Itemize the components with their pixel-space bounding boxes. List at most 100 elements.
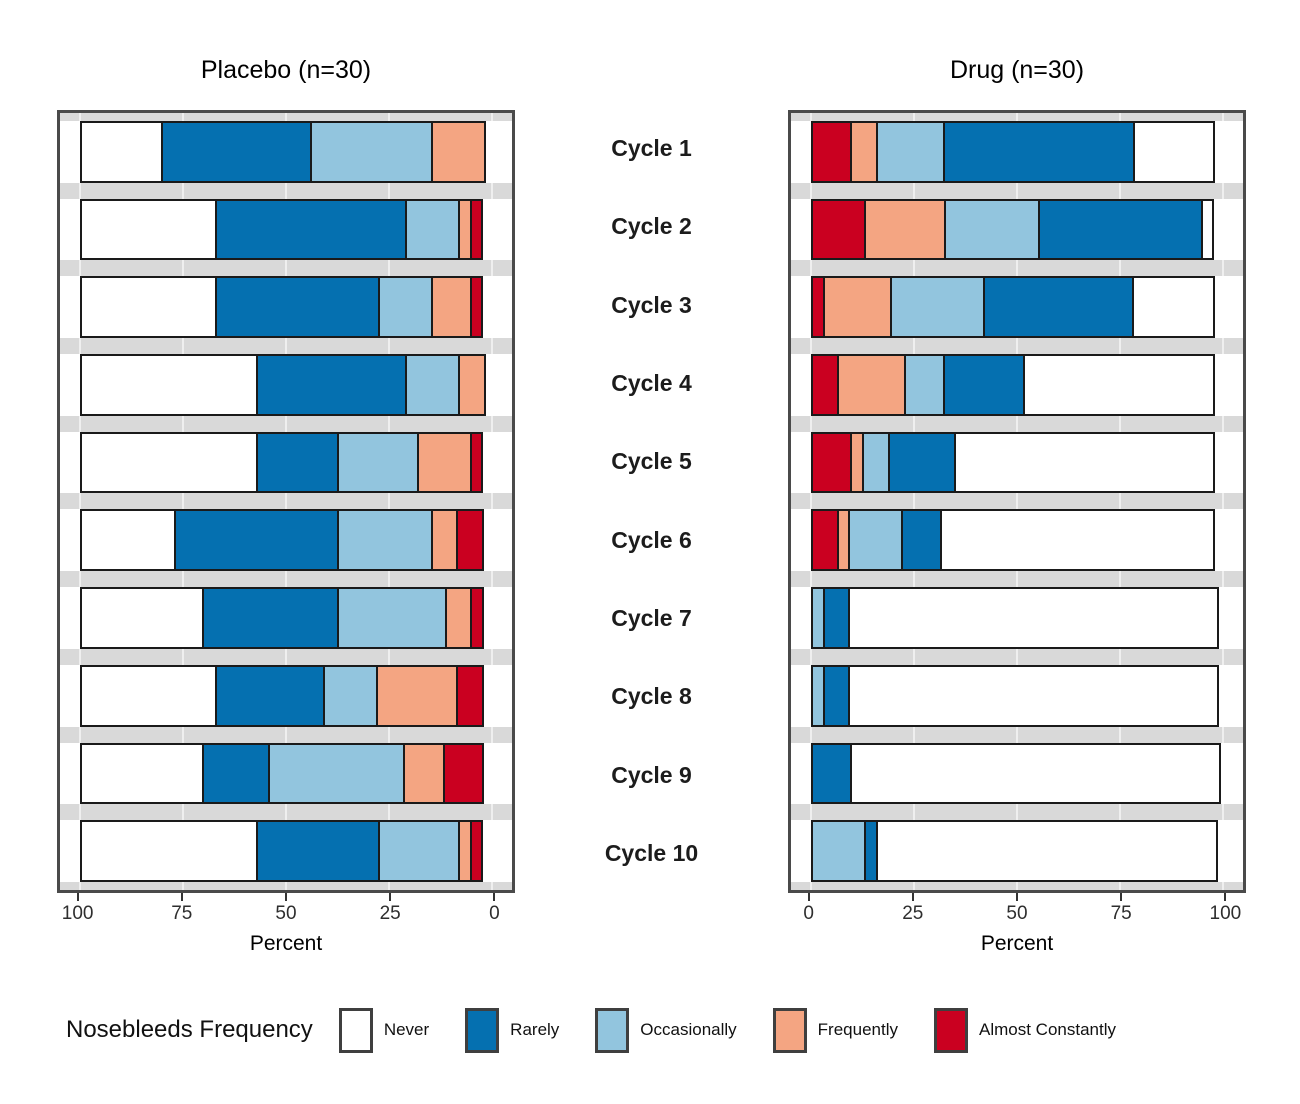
- gridline: [285, 113, 287, 890]
- bar-segment-occasionally: [944, 198, 1041, 261]
- axis-tick-label: 100: [61, 903, 94, 924]
- bar-segment-occasionally: [862, 431, 890, 494]
- axis-tick: [1120, 893, 1123, 901]
- bar-track: [791, 742, 1243, 805]
- bar-segment-frequently: [458, 354, 486, 416]
- cycle-label: Cycle 8: [611, 683, 692, 710]
- axis-tick: [493, 893, 496, 901]
- axis-tick: [1016, 893, 1018, 901]
- bar-segment-frequently: [430, 121, 486, 183]
- gridline: [913, 113, 916, 890]
- cycle-label: Cycle 1: [611, 135, 692, 162]
- bar-row: [60, 113, 512, 191]
- bar-segment-rarely: [201, 742, 271, 805]
- bar-segment-almost-constantly: [811, 509, 839, 572]
- bar-segment-occasionally: [405, 198, 461, 261]
- bar-segment-rarely: [215, 664, 326, 727]
- bar-segment-rarely: [942, 354, 1025, 416]
- bar-row: [60, 346, 512, 424]
- gridline: [1016, 113, 1018, 890]
- stacked-bar-cycle-6: [80, 509, 491, 572]
- bar-row: [60, 268, 512, 346]
- bar-track: [791, 121, 1243, 183]
- bar-row: [60, 579, 512, 657]
- legend-item-almost-constantly: Almost Constantly: [934, 1007, 1116, 1053]
- bar-segment-almost-constantly: [456, 509, 484, 572]
- bar-track: [791, 431, 1243, 494]
- legend: Nosebleeds Frequency Never Rarely Occasion…: [0, 998, 1300, 1062]
- stacked-bar-cycle-4: [811, 354, 1222, 416]
- axis-tick-label: 50: [1006, 903, 1028, 924]
- bar-segment-rarely: [901, 509, 943, 572]
- bar-segment-rarely: [811, 742, 853, 805]
- bar-segment-rarely: [215, 198, 408, 261]
- placebo-gridlines: [79, 113, 493, 890]
- bar-segment-never: [1200, 198, 1215, 261]
- gridline: [1118, 113, 1121, 890]
- bar-track: [60, 509, 512, 572]
- drug-x-axis-label: Percent: [980, 932, 1054, 955]
- legend-label: Rarely: [510, 1020, 560, 1039]
- stacked-bar-cycle-7: [80, 587, 491, 649]
- cycle-label: Cycle 5: [611, 448, 692, 475]
- bar-track: [60, 820, 512, 882]
- bar-segment-occasionally: [336, 587, 447, 649]
- legend-swatch: [595, 1007, 630, 1053]
- stacked-bar-cycle-3: [80, 276, 491, 339]
- axis-tick: [285, 893, 287, 901]
- drug-panel: [788, 110, 1246, 893]
- axis-tick: [76, 893, 79, 901]
- bar-segment-rarely: [201, 587, 339, 649]
- bar-segment-frequently: [430, 276, 472, 339]
- bar-segment-never: [80, 509, 177, 572]
- legend-item-occasionally: Occasionally: [595, 1007, 737, 1053]
- bar-segment-occasionally: [811, 820, 867, 882]
- axis-tick-label: 50: [275, 903, 297, 924]
- bar-segment-rarely: [887, 431, 957, 494]
- stacked-bar-cycle-3: [811, 276, 1222, 339]
- axis-tick-label: 25: [379, 903, 401, 924]
- axis-tick: [180, 893, 183, 901]
- legend-item-frequently: Frequently: [772, 1007, 898, 1053]
- bar-segment-almost-constantly: [470, 587, 484, 649]
- bar-row: [791, 735, 1243, 813]
- drug-x-axis: 0 25 50 75 100: [788, 893, 1246, 933]
- bar-segment-never: [1022, 354, 1216, 416]
- bar-segment-rarely: [174, 509, 339, 572]
- bar-segment-occasionally: [309, 121, 433, 183]
- bar-row: [60, 657, 512, 735]
- bar-segment-almost-constantly: [811, 354, 839, 416]
- stacked-bar-cycle-7: [811, 587, 1222, 649]
- bar-track: [60, 431, 512, 494]
- gridline: [79, 113, 82, 890]
- bar-segment-almost-constantly: [456, 664, 484, 727]
- legend-item-rarely: Rarely: [465, 1007, 560, 1053]
- bar-segment-never: [80, 742, 204, 805]
- cycle-label: Cycle 7: [611, 604, 692, 631]
- bar-segment-never: [850, 742, 1221, 805]
- stacked-bar-cycle-9: [80, 742, 491, 805]
- axis-tick-label: 25: [902, 903, 924, 924]
- cycle-label: Cycle 3: [611, 291, 692, 318]
- drug-bars: [791, 113, 1243, 890]
- bar-row: [791, 113, 1243, 191]
- bar-segment-frequently: [403, 742, 445, 805]
- legend-swatch: [338, 1007, 373, 1053]
- bar-segment-never: [848, 664, 1219, 727]
- bar-segment-never: [80, 276, 218, 339]
- bar-segment-never: [80, 587, 204, 649]
- cycle-label: Cycle 2: [611, 213, 692, 240]
- axis-tick-label: 0: [803, 903, 814, 924]
- gridline: [1221, 113, 1224, 890]
- bar-segment-never: [80, 198, 218, 261]
- legend-item-never: Never: [338, 1007, 429, 1053]
- bar-segment-frequently: [836, 354, 906, 416]
- bar-segment-never: [80, 431, 259, 494]
- bar-segment-rarely: [983, 276, 1135, 339]
- bar-segment-almost-constantly: [469, 431, 484, 494]
- bar-segment-occasionally: [876, 121, 945, 183]
- bar-track: [60, 742, 512, 805]
- bar-segment-occasionally: [848, 509, 904, 572]
- bar-segment-rarely: [215, 276, 380, 339]
